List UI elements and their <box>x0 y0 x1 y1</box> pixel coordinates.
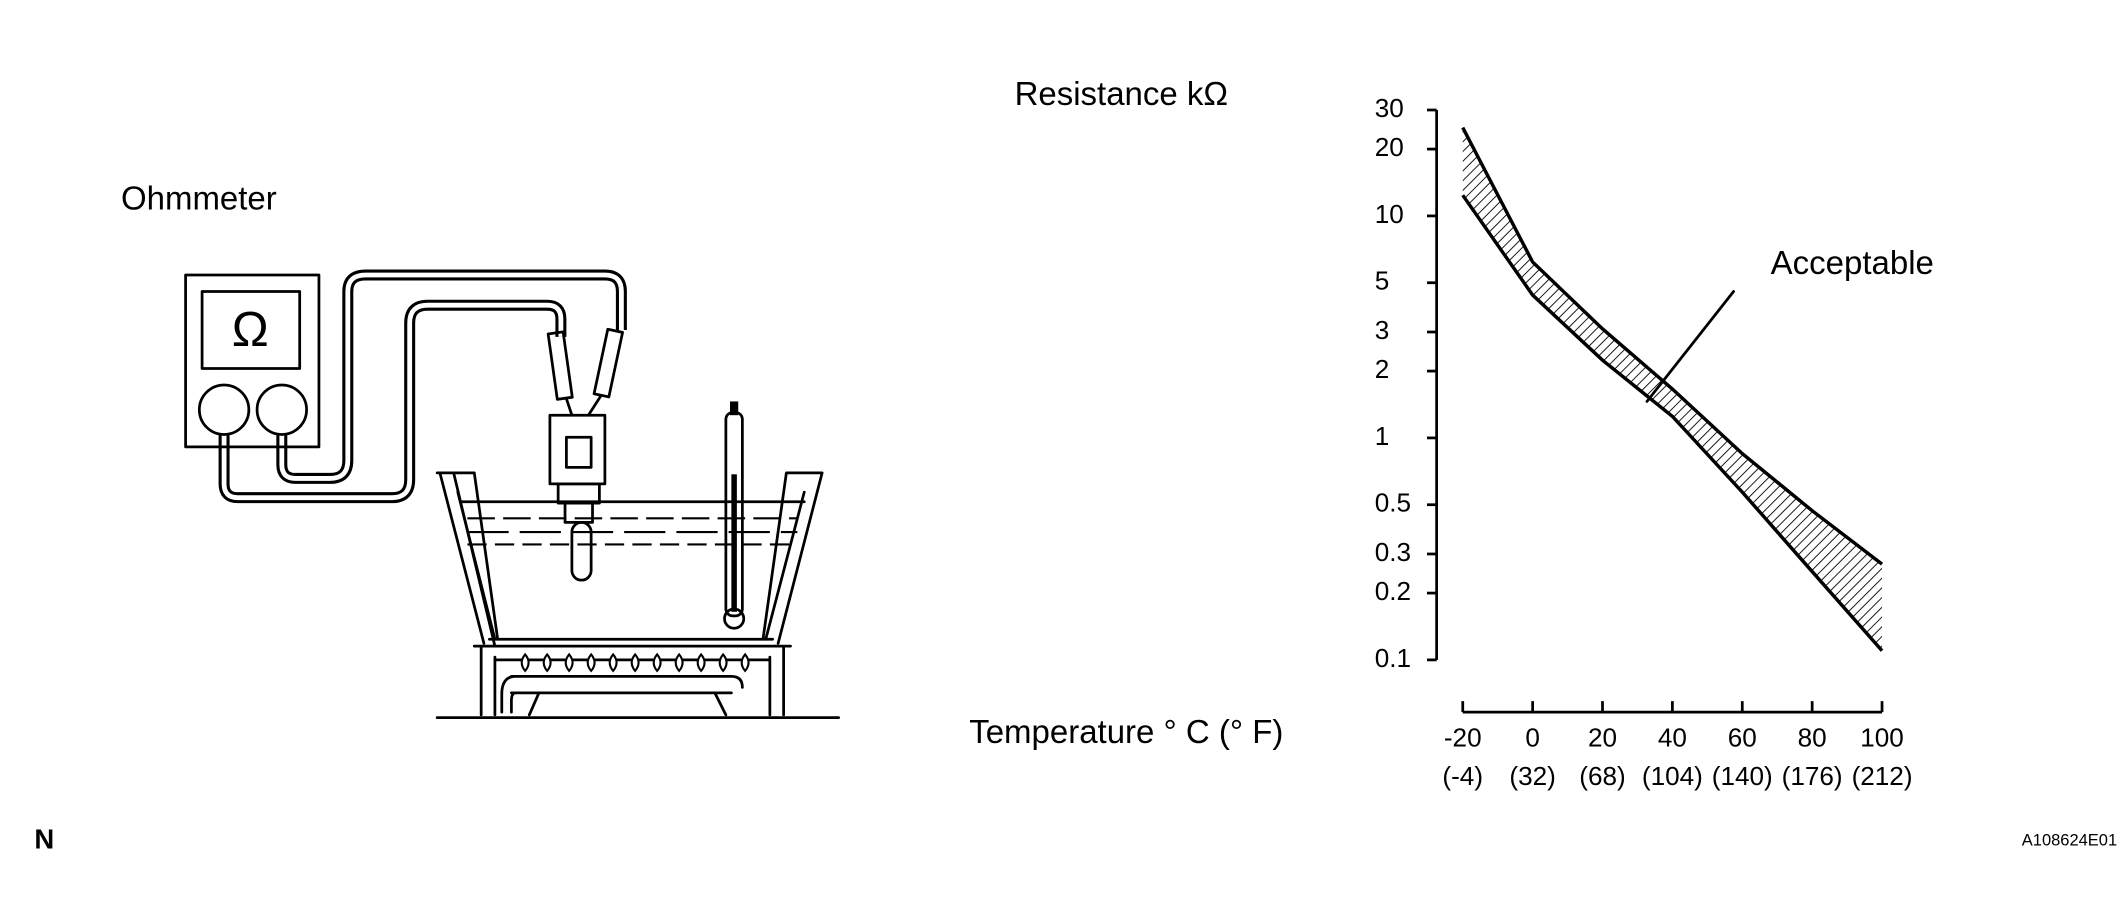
y-tick-label: 10 <box>1375 199 1404 229</box>
x-tick-sublabel: (212) <box>1852 761 1913 791</box>
y-tick-label: 3 <box>1375 315 1390 345</box>
x-tick-label: 80 <box>1798 723 1827 753</box>
x-axis-label: Temperature ° C (° F) <box>969 713 1283 750</box>
annotation: Acceptable <box>1771 244 1934 281</box>
svg-text:Ω: Ω <box>232 302 269 357</box>
x-tick-sublabel: (176) <box>1782 761 1843 791</box>
y-tick-label: 0.3 <box>1375 537 1411 567</box>
y-tick-label: 30 <box>1375 93 1404 123</box>
y-tick-label: 0.5 <box>1375 488 1411 518</box>
footer-left: N <box>34 824 54 855</box>
x-tick-label: 60 <box>1728 723 1757 753</box>
ohmmeter-label: Ohmmeter <box>121 179 277 216</box>
band-edge <box>1461 126 1884 566</box>
x-tick-label: -20 <box>1444 723 1482 753</box>
footer-right: A108624E01 <box>2022 832 2117 850</box>
y-tick-label: 20 <box>1375 132 1404 162</box>
x-tick-label: 40 <box>1658 723 1687 753</box>
y-axis-label: Resistance kΩ <box>1015 75 1228 112</box>
x-tick-label: 20 <box>1588 723 1617 753</box>
x-tick-label: 100 <box>1860 723 1904 753</box>
x-tick-sublabel: (104) <box>1642 761 1703 791</box>
x-tick-sublabel: (68) <box>1579 761 1625 791</box>
x-tick-sublabel: (140) <box>1712 761 1773 791</box>
y-tick-label: 0.2 <box>1375 576 1411 606</box>
band-edge <box>1461 194 1884 652</box>
x-tick-sublabel: (-4) <box>1442 761 1483 791</box>
y-tick-label: 0.1 <box>1375 643 1411 673</box>
x-tick-sublabel: (32) <box>1509 761 1555 791</box>
y-tick-label: 1 <box>1375 421 1390 451</box>
y-tick-label: 5 <box>1375 266 1390 296</box>
y-tick-label: 2 <box>1375 354 1390 384</box>
x-tick-label: 0 <box>1525 723 1540 753</box>
test-setup-illustration: Ohmmeter Ω <box>121 179 840 720</box>
